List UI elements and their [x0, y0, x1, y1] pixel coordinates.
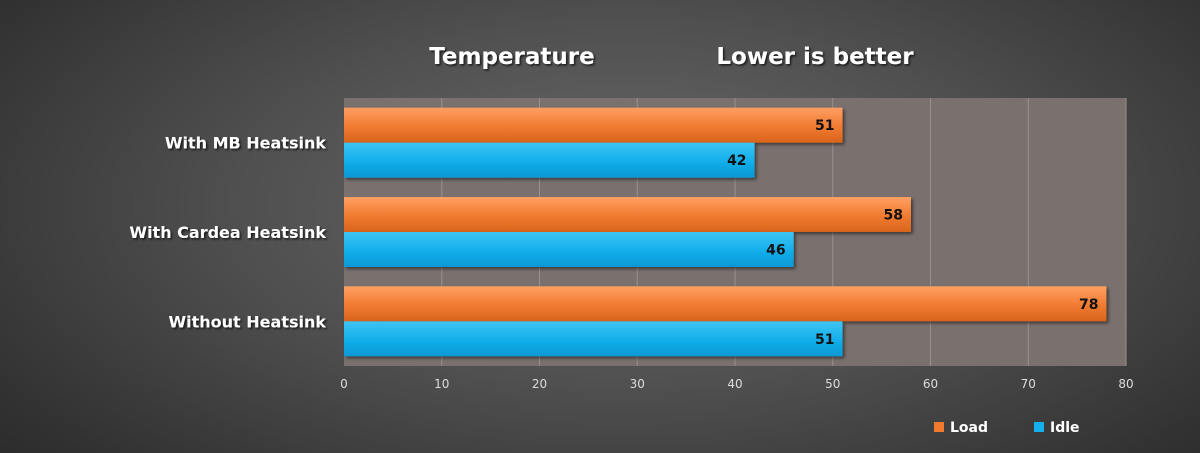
data-label: 42 — [727, 153, 746, 169]
bar-idle — [344, 232, 794, 267]
x-tick-label: 60 — [923, 377, 938, 391]
category-labels: With MB Heatsink With Cardea Heatsink With… — [129, 134, 326, 332]
legend-label-load: Load — [950, 420, 988, 436]
x-tick-label: 80 — [1118, 377, 1133, 391]
x-tick-label: 20 — [532, 377, 547, 391]
bar-load — [344, 197, 911, 232]
bar-idle — [344, 321, 843, 357]
x-tick-label: 10 — [434, 377, 449, 391]
category-label: Without Heatsink — [169, 312, 327, 331]
bars — [344, 107, 1107, 357]
legend-swatch-idle — [1034, 422, 1044, 432]
x-tick-label: 40 — [727, 377, 742, 391]
category-label: With MB Heatsink — [165, 134, 327, 153]
bar-load — [344, 286, 1107, 322]
data-label: 78 — [1079, 297, 1098, 313]
data-label: 51 — [815, 332, 834, 348]
category-label: With Cardea Heatsink — [129, 223, 326, 242]
x-axis-ticks: 0 10 20 30 40 50 60 70 80 — [340, 377, 1133, 391]
bar-load — [344, 107, 843, 143]
x-tick-label: 30 — [630, 377, 645, 391]
x-tick-label: 0 — [340, 377, 348, 391]
legend-label-idle: Idle — [1050, 420, 1080, 436]
chart-title: Temperature — [429, 44, 594, 70]
data-labels: 51 42 58 46 78 51 — [727, 118, 1098, 348]
chart-subtitle: Lower is better — [716, 44, 914, 70]
data-label: 51 — [815, 118, 834, 134]
x-tick-label: 50 — [825, 377, 840, 391]
x-tick-label: 70 — [1021, 377, 1036, 391]
bar-idle — [344, 142, 755, 178]
data-label: 46 — [766, 243, 785, 259]
data-label: 58 — [883, 208, 902, 224]
legend-swatch-load — [934, 422, 944, 432]
legend: Load Idle — [934, 420, 1080, 436]
